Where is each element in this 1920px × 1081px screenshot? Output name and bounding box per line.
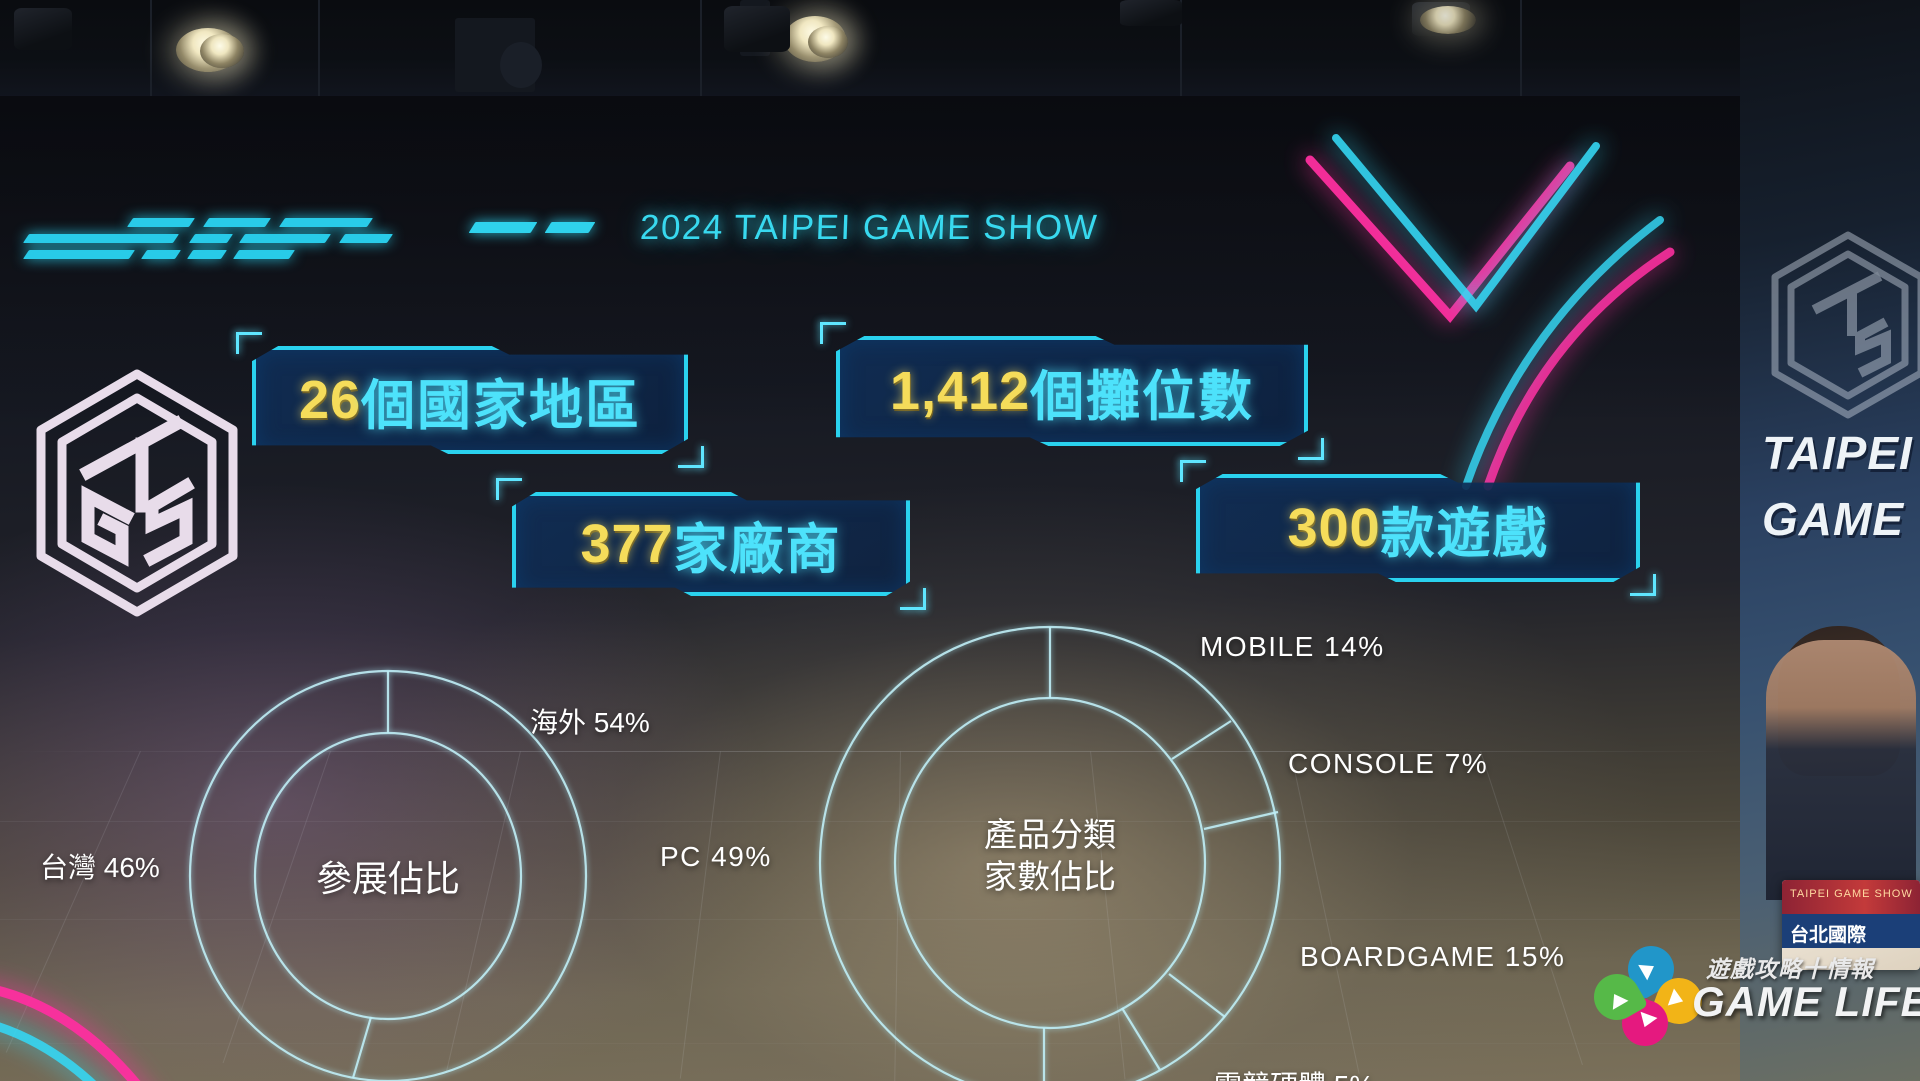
neon-arc-deco-icon <box>1305 134 1675 491</box>
donut-slice-label-taiwan: 台灣 46% <box>40 852 160 883</box>
stat-frame <box>512 492 910 596</box>
stat-box-countries: 26 個國家地區 <box>236 332 704 468</box>
corner-tick-icon <box>900 588 926 610</box>
podium-sign-top-text: TAIPEI GAME SHOW <box>1790 888 1913 900</box>
watermark-title: GAME LIFE <box>1692 978 1920 1025</box>
tgs-logo-wall <box>1764 230 1920 420</box>
stat-box-booths: 1,412 個攤位數 <box>820 322 1324 460</box>
screen-title: 2024 TAIPEI GAME SHOW <box>639 208 1340 258</box>
neon-arc-deco-icon <box>0 986 141 1081</box>
watermark-game-life: 遊戲攻略十情報 GAME LIFE <box>1585 937 1920 1064</box>
wall-title-line2: GAME <box>1762 493 1904 545</box>
stat-box-games: 300 款遊戲 <box>1180 460 1656 596</box>
donut-slice-label-overseas: 海外 54% <box>530 707 650 738</box>
donut-divider <box>1171 720 1232 760</box>
stat-frame <box>252 346 688 454</box>
donut-chart-exhibitor-origin: 參展佔比 <box>168 666 608 1081</box>
donut-center-label-line2: 家數佔比 <box>984 858 1116 896</box>
corner-tick-icon <box>820 322 846 344</box>
stat-number: 1,412 <box>889 361 1031 421</box>
stat-number: 377 <box>580 514 674 574</box>
donut-divider <box>351 1016 373 1079</box>
side-wall: TAIPEI GAME <box>1740 0 1920 1081</box>
stat-unit: 款遊戲 <box>1380 503 1549 564</box>
corner-tick-icon <box>1298 438 1324 460</box>
corner-tick-icon <box>236 332 262 354</box>
donut-center-label-line1: 產品分類 <box>984 816 1116 853</box>
chevron-deco-icon <box>22 216 596 278</box>
stat-frame <box>1196 474 1640 582</box>
stat-frame <box>836 336 1308 446</box>
perspective-floor-grid <box>0 751 1740 1081</box>
stat-unit: 個攤位數 <box>1030 366 1255 427</box>
donut-divider <box>1168 973 1226 1018</box>
podium-sign: TAIPEI GAME SHOW 台北國際 <box>1782 880 1920 970</box>
corner-tick-icon <box>1180 460 1206 482</box>
stat-unit: 個國家地區 <box>361 375 642 436</box>
donut-slice-label-esports-hardware: 電競硬體 5% <box>1214 1064 1374 1081</box>
stat-box-exhibitors: 377 家廠商 <box>496 478 926 610</box>
tgs-logo <box>26 368 248 618</box>
donut-center-label: 參展佔比 <box>315 858 460 899</box>
donut-slice-label-pc: PC 49% <box>660 841 772 872</box>
donut-center-label: 產品分類 家數佔比 <box>895 814 1205 898</box>
stat-number: 300 <box>1287 498 1381 558</box>
stat-unit: 家廠商 <box>673 519 842 580</box>
podium-sign-main-text: 台北國際 <box>1790 925 1867 946</box>
corner-tick-icon <box>496 478 522 500</box>
stage-light <box>200 34 244 68</box>
led-screen: 2024 TAIPEI GAME SHOW <box>0 96 1740 1081</box>
donut-slice-label-console: CONSOLE 7% <box>1288 748 1489 779</box>
corner-tick-icon <box>1630 574 1656 596</box>
screen-title-text: 2024 TAIPEI GAME SHOW <box>639 208 1099 247</box>
donut-slice-label-mobile: MOBILE 14% <box>1200 631 1385 662</box>
watermark-subtitle: 遊戲攻略十情報 <box>1706 956 1874 982</box>
stage-light <box>808 26 848 58</box>
stat-number: 26 <box>298 370 362 430</box>
donut-chart-product-category: 產品分類 家數佔比 <box>800 624 1300 1081</box>
ceiling-truss <box>0 0 1920 106</box>
donut-slice-label-boardgame: BOARDGAME 15% <box>1300 941 1566 972</box>
stage-light <box>1420 6 1476 34</box>
corner-tick-icon <box>678 446 704 468</box>
donut-divider <box>1121 1007 1161 1071</box>
person-silhouette <box>1766 640 1916 900</box>
wall-title-line1: TAIPEI <box>1762 427 1913 479</box>
donut-divider <box>1203 810 1279 831</box>
